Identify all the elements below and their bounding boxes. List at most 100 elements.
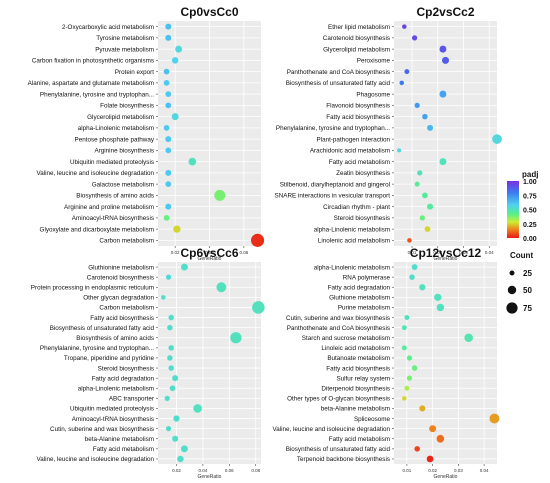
category-label: alpha-Linolenic metabolism (314, 264, 390, 271)
color-tick-label: 0.50 (523, 208, 537, 215)
data-point (414, 446, 420, 452)
color-tick-label: 0.75 (523, 193, 537, 200)
category-label: Biosynthesis of unsaturated fatty acid (286, 446, 391, 453)
category-label: Fatty acid metabolism (93, 446, 154, 453)
panel-title: Cp6vsCc6 (180, 246, 238, 260)
category-label: Arginine and proline metabolism (64, 204, 154, 211)
data-point (180, 445, 188, 453)
data-point (171, 57, 179, 64)
data-point (434, 293, 442, 301)
data-point (163, 214, 170, 221)
data-point (188, 157, 197, 166)
x-tick-label: 0.02 (428, 468, 437, 473)
category-label: Ether lipid metabolism (328, 24, 390, 31)
data-point (163, 124, 170, 131)
data-point (167, 324, 173, 331)
data-point (401, 345, 407, 351)
data-point (165, 136, 172, 143)
data-point (173, 225, 181, 233)
category-label: Zeatin biosynthesis (336, 170, 390, 177)
data-point (165, 169, 172, 176)
category-label: Phagosome (356, 91, 390, 98)
data-point (411, 264, 418, 270)
data-point (492, 134, 502, 144)
category-label: Biosynthesis of amino acids (76, 335, 154, 342)
data-point (193, 404, 202, 413)
category-label: Other types of O-glycan biosynthesis (287, 396, 390, 403)
x-axis-label: GeneRatio (198, 474, 222, 480)
category-label: Peroxisome (357, 58, 391, 65)
data-point (165, 203, 172, 210)
data-point (439, 90, 447, 98)
x-tick-label: 0.04 (480, 468, 489, 473)
category-label: Gluthionine metabolism (88, 264, 154, 271)
data-point (404, 69, 410, 75)
data-point (436, 434, 445, 443)
data-point (163, 68, 170, 75)
data-point (399, 80, 405, 86)
data-point (165, 23, 172, 30)
data-point (165, 181, 172, 188)
data-point (436, 303, 445, 312)
category-label: Carotenoid biosynthesis (323, 35, 390, 42)
color-bar (507, 181, 519, 238)
data-point (216, 282, 227, 293)
data-point (419, 284, 426, 291)
category-label: Steroid biosynthesis (334, 215, 390, 222)
x-axis-label: GeneRatio (434, 474, 458, 480)
x-tick-label: 0.04 (199, 468, 208, 473)
category-label: 2-Oxycarboxylic acid metabolism (62, 24, 154, 31)
data-point (168, 345, 174, 351)
category-label: Fatty acid biosynthesis (326, 114, 390, 121)
x-tick-label: 0.02 (171, 250, 180, 255)
category-label: Gluthione metabolism (329, 295, 390, 302)
color-tick-label: 0.00 (523, 236, 537, 243)
x-tick-label: 0.03 (454, 468, 463, 473)
category-label: Fatty acid metabolism (329, 436, 390, 443)
data-point (165, 426, 172, 432)
category-label: Carbon metabolism (99, 305, 154, 312)
category-label: Linoleic acid metabolism (321, 345, 390, 352)
x-tick-label: 0.03 (459, 250, 468, 255)
data-point (404, 385, 410, 391)
category-label: Biosynthesis of unsaturated fatty acid (50, 325, 155, 332)
category-label: Glyoxylate and dicarboxylate metabolism (40, 226, 154, 233)
category-label: Butanoate metabolism (327, 355, 390, 362)
size-key-dot (507, 285, 517, 295)
data-point (161, 295, 166, 300)
panel-0: Cp0vsCc0 0.02 0.04 0.06 GeneRatio 2-Oxycarbox… (28, 5, 265, 262)
data-point (406, 375, 413, 381)
category-label: Stilbenoid, diarylheptanoid and gingerol (280, 181, 390, 188)
category-label: Biosynthesis of unsaturated fatty acid (286, 80, 391, 87)
category-label: alpha-Linolenic metabolism (78, 125, 154, 132)
category-label: beta-Alanine metabolism (321, 406, 390, 413)
category-label: Ubiquitin mediated proteolysis (70, 159, 154, 166)
panel-title: Cp12vsCc12 (410, 246, 482, 260)
data-point (414, 181, 420, 187)
category-label: Alanine, aspartate and glutamate metabol… (28, 80, 154, 87)
data-point (417, 170, 423, 176)
category-label: Phenylalanine, tyrosine and tryptophan..… (40, 345, 154, 352)
data-point (175, 45, 183, 53)
color-legend-title: padj (522, 170, 538, 179)
category-label: Arginine biosynthesis (94, 148, 154, 155)
data-point (414, 102, 420, 108)
data-point (167, 355, 173, 361)
category-label: Carbon metabolism (99, 238, 154, 245)
data-point (252, 301, 265, 314)
data-point (169, 385, 176, 392)
size-key-dot (509, 270, 515, 276)
category-label: Aminoacyl-tRNA biosynthesis (72, 416, 154, 423)
category-label: Valine, leucine and isoleucine degradati… (36, 170, 154, 177)
data-point (424, 226, 431, 233)
category-label: Steroid biosynthesis (98, 365, 154, 372)
category-label: Glycerolipid metabolism (323, 46, 390, 53)
category-label: Tyrosine metabolism (96, 35, 154, 42)
data-point (464, 333, 473, 343)
data-point (165, 34, 172, 41)
data-point (427, 203, 434, 210)
data-point (168, 314, 174, 321)
